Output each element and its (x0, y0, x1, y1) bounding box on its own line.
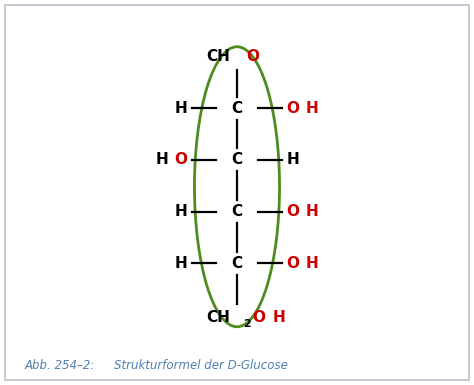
Text: Abb. 254–2:: Abb. 254–2: (24, 358, 95, 372)
Text: H: H (174, 100, 187, 115)
Text: CH: CH (206, 310, 230, 325)
Text: C: C (231, 152, 243, 167)
Text: C: C (231, 256, 243, 271)
Text: O: O (287, 204, 300, 219)
Text: O: O (287, 100, 300, 115)
Text: O: O (246, 49, 259, 64)
Text: H: H (174, 256, 187, 271)
Text: Strukturformel der D-Glucose: Strukturformel der D-Glucose (114, 358, 288, 372)
Text: H: H (287, 152, 300, 167)
Text: H: H (273, 310, 285, 325)
Text: C: C (231, 100, 243, 115)
Text: O: O (174, 152, 187, 167)
Text: O: O (252, 310, 265, 325)
Text: H: H (306, 204, 318, 219)
Text: 2: 2 (243, 319, 250, 329)
Text: H: H (306, 256, 318, 271)
Text: H: H (174, 204, 187, 219)
Text: H: H (306, 100, 318, 115)
Text: O: O (287, 256, 300, 271)
Text: CH: CH (206, 49, 230, 64)
Text: H: H (156, 152, 168, 167)
Text: C: C (231, 204, 243, 219)
